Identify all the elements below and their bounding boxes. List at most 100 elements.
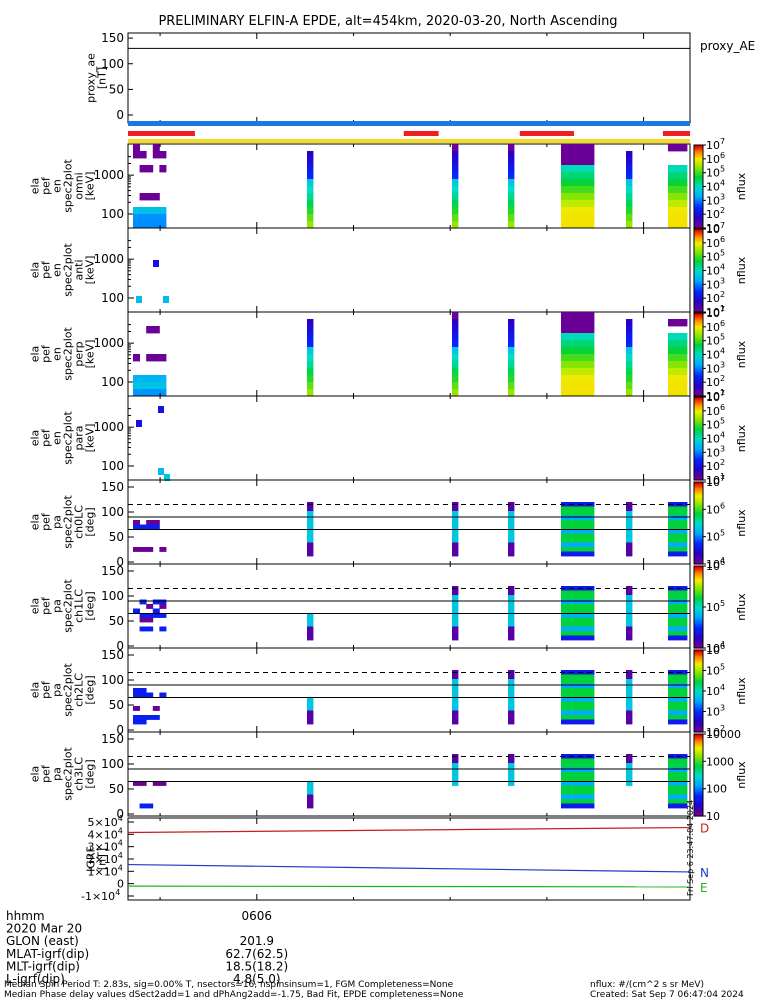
pitch-cell	[668, 715, 688, 720]
colorbar-cell	[694, 638, 703, 641]
spectrogram-cell	[508, 214, 515, 222]
spectrogram-cell	[508, 144, 515, 152]
pitch-cell	[561, 763, 595, 768]
y-tick-label: 50	[109, 698, 124, 712]
colorbar-cell	[694, 214, 703, 217]
pitch-cell	[307, 542, 314, 548]
colorbar-cell	[694, 180, 703, 183]
colorbar-cell	[694, 412, 703, 415]
colorbar-tick-label: 106	[706, 319, 725, 334]
colorbar-cell	[694, 219, 703, 222]
colorbar-cell	[694, 154, 703, 157]
colorbar-cell	[694, 416, 703, 419]
colorbar-cell	[694, 468, 703, 471]
spectrogram-cell	[626, 214, 633, 222]
colorbar-cell	[694, 755, 703, 758]
pitch-cell	[508, 688, 515, 693]
colorbar-cell	[694, 258, 703, 261]
colorbar-cell	[694, 491, 703, 494]
colorbar-tick-label: 107	[706, 137, 725, 152]
colorbar-cell	[694, 590, 703, 593]
colorbar-cell	[694, 567, 703, 570]
colorbar-cell	[694, 700, 703, 703]
colorbar-cell	[694, 559, 703, 562]
colorbar-cell	[694, 284, 703, 287]
colorbar-cell	[694, 548, 703, 551]
colorbar-cell	[694, 427, 703, 430]
spectrogram-cell	[668, 165, 688, 173]
pitch-cell	[152, 524, 160, 530]
pitch-cell	[452, 613, 459, 618]
pitch-cell	[452, 631, 459, 636]
pitch-ylabel-0-line: pa	[51, 515, 64, 529]
spectrogram-cell	[146, 382, 154, 390]
pitch-cell	[452, 595, 459, 600]
energy-ylabel-3-line: en	[51, 431, 64, 445]
pitch-cell	[508, 776, 515, 782]
colorbar-cell	[694, 355, 703, 358]
colorbar-cell	[694, 697, 703, 700]
pitch-cell	[561, 794, 595, 800]
colorbar-cell	[694, 554, 703, 557]
pitch-cell	[561, 697, 595, 702]
y-tick-label: 1000	[93, 252, 124, 266]
spectrogram-cell	[452, 347, 459, 355]
spectrogram-cell	[133, 354, 140, 362]
spectrogram-cell	[133, 207, 140, 215]
pitch-cell	[452, 608, 459, 614]
pitch-cell	[561, 706, 595, 711]
colorbar-tick-label: 104	[706, 640, 725, 655]
colorbar-cell	[694, 716, 703, 719]
colorbar-cell	[694, 805, 703, 808]
pitch-cell	[626, 524, 633, 530]
colorbar-tick-label: 101	[706, 388, 725, 403]
pitch-cell	[668, 608, 688, 614]
colorbar-cell	[694, 696, 703, 699]
pitch-cell	[508, 781, 515, 786]
pitch-cell	[508, 692, 515, 698]
colorbar-cell	[694, 623, 703, 626]
colorbar-title-text: nflux	[735, 593, 748, 621]
pitch-cell	[307, 631, 314, 636]
pitch-cell	[146, 524, 154, 530]
spectrogram-cell	[668, 389, 688, 397]
colorbar-cell	[694, 566, 703, 568]
pitch-cell	[508, 604, 515, 609]
pitch-cell	[668, 794, 688, 800]
colorbar-cell	[694, 353, 703, 356]
colorbar-cell	[694, 350, 703, 353]
pitch-ylabel-3-line: [deg]	[84, 759, 97, 788]
colorbar-tick-label: 105	[706, 333, 725, 348]
colorbar-title: nflux	[735, 340, 748, 368]
colorbar-cell	[694, 419, 703, 422]
pitch-cell	[307, 551, 314, 557]
pitch-cell	[626, 688, 633, 693]
colorbar-cell	[694, 751, 703, 754]
y-tick-label: 100	[101, 757, 124, 771]
colorbar-title-text: nflux	[735, 172, 748, 200]
colorbar-cell	[694, 466, 703, 469]
y-tick-label: 2×104	[88, 851, 123, 866]
colorbar-cell	[694, 487, 703, 490]
colorbar-cell	[694, 303, 703, 306]
pitch-cell	[668, 803, 688, 809]
pitch-cell	[508, 506, 515, 512]
pitch-cell	[668, 542, 688, 548]
spectrogram-cell	[452, 179, 459, 187]
spectrogram-cell	[152, 193, 160, 201]
colorbar-cell	[694, 790, 703, 792]
pitch-cell	[508, 590, 515, 596]
pitch-cell	[508, 586, 515, 591]
spectrogram-cell	[159, 389, 167, 397]
spectrogram-cell	[152, 375, 160, 383]
colorbar-cell	[694, 651, 703, 654]
energy-ylabel-2-line: en	[51, 347, 64, 361]
colorbar-cell	[694, 762, 703, 765]
colorbar-tick-label: 105	[706, 599, 725, 614]
colorbar-cell	[694, 507, 703, 510]
colorbar-cell	[694, 571, 703, 574]
spectrogram-cell	[452, 151, 459, 159]
colorbar-cell	[694, 746, 703, 749]
spectrogram-cell	[561, 158, 595, 166]
